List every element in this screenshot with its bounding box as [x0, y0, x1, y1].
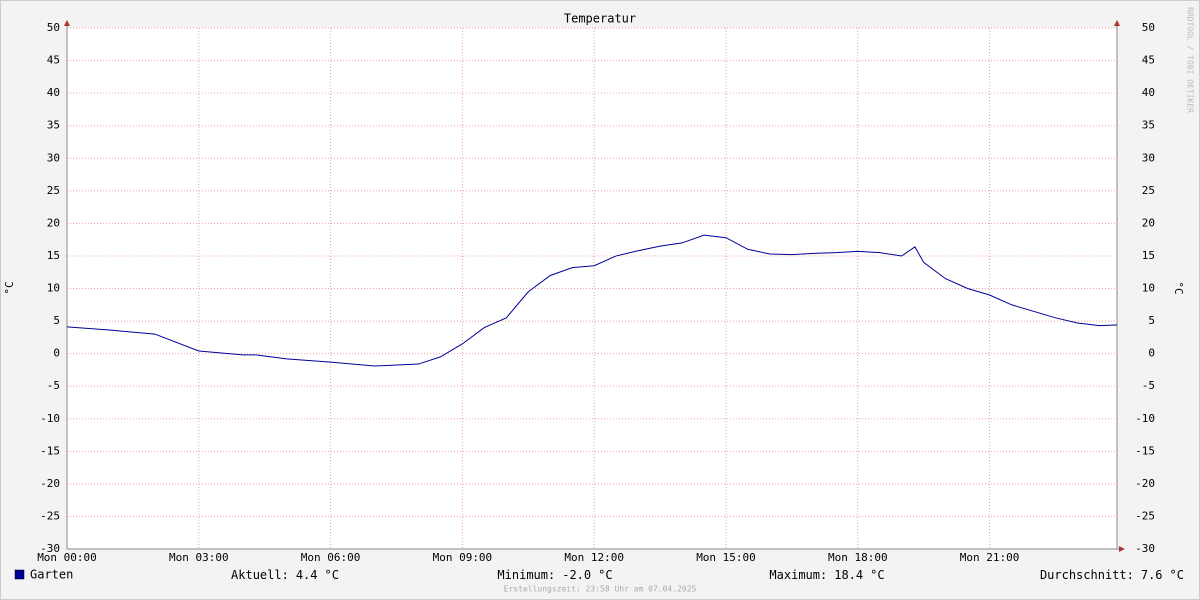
stat-value: -2.0 — [562, 568, 591, 582]
y-tick-label: 0 — [53, 347, 60, 360]
axis-arrow — [1119, 546, 1125, 552]
y2-tick-label: 30 — [1142, 151, 1155, 164]
y2-tick-label: 5 — [1148, 314, 1155, 327]
y2-tick-label: -10 — [1135, 412, 1155, 425]
axis-arrow — [64, 20, 70, 26]
y2-tick-label: 35 — [1142, 119, 1155, 132]
y-tick-label: 5 — [53, 314, 60, 327]
x-tick-label: Mon 12:00 — [564, 551, 624, 564]
y-axis-label: °C — [3, 281, 16, 294]
y-tick-label: -15 — [40, 444, 60, 457]
x-tick-label: Mon 15:00 — [696, 551, 756, 564]
footer: Erstellungszeit: 23:58 Uhr am 07.04.2025 — [504, 585, 697, 594]
stat: Maximum: 18.4 °C — [769, 568, 884, 582]
y-tick-label: -25 — [40, 509, 60, 522]
stat-label: Maximum: — [769, 568, 827, 582]
y2-axis-label: °C — [1172, 281, 1185, 294]
x-tick-label: Mon 06:00 — [301, 551, 361, 564]
y2-tick-label: 0 — [1148, 347, 1155, 360]
y2-tick-label: -20 — [1135, 477, 1155, 490]
y-tick-label: 35 — [47, 119, 60, 132]
x-tick-label: Mon 18:00 — [828, 551, 888, 564]
y2-tick-label: 20 — [1142, 216, 1155, 229]
stat-label: Minimum: — [497, 568, 555, 582]
y2-tick-label: 10 — [1142, 282, 1155, 295]
y2-tick-label: 45 — [1142, 54, 1155, 67]
y-tick-label: 40 — [47, 86, 60, 99]
x-tick-label: Mon 09:00 — [433, 551, 493, 564]
axis-arrow — [1114, 20, 1120, 26]
y-tick-label: -30 — [40, 542, 60, 555]
y-tick-label: 30 — [47, 151, 60, 164]
legend-swatch — [14, 569, 25, 580]
y-tick-label: -10 — [40, 412, 60, 425]
stat-label: Durchschnitt: — [1040, 568, 1134, 582]
y-tick-label: 25 — [47, 184, 60, 197]
y2-tick-label: 15 — [1142, 249, 1155, 262]
y2-tick-label: -25 — [1135, 509, 1155, 522]
y-tick-label: 50 — [47, 21, 60, 34]
x-tick-label: Mon 21:00 — [960, 551, 1020, 564]
stat: Minimum: -2.0 °C — [497, 568, 612, 582]
stat-unit: °C — [870, 568, 884, 582]
y2-tick-label: -30 — [1135, 542, 1155, 555]
stat-unit: °C — [325, 568, 339, 582]
stat-unit: °C — [1170, 568, 1184, 582]
stat-unit: °C — [598, 568, 612, 582]
stat-value: 4.4 — [296, 568, 318, 582]
stat-value: 18.4 — [834, 568, 863, 582]
y2-tick-label: -15 — [1135, 444, 1155, 457]
legend-label: Garten — [30, 568, 73, 582]
y-tick-label: 20 — [47, 216, 60, 229]
stat: Durchschnitt: 7.6 °C — [1040, 568, 1184, 582]
y-tick-label: 15 — [47, 249, 60, 262]
x-tick-label: Mon 00:00 — [37, 551, 97, 564]
x-tick-label: Mon 03:00 — [169, 551, 229, 564]
stat-value: 7.6 — [1141, 568, 1163, 582]
y2-tick-label: 25 — [1142, 184, 1155, 197]
watermark: RRDTOOL / TOBI OETIKER — [1186, 7, 1195, 113]
chart-title: Temperatur — [564, 12, 636, 26]
stat-label: Aktuell: — [231, 568, 289, 582]
stat: Aktuell: 4.4 °C — [231, 568, 339, 582]
y-tick-label: -5 — [47, 379, 60, 392]
y-tick-label: -20 — [40, 477, 60, 490]
line — [66, 234, 1118, 367]
y-tick-label: 45 — [47, 54, 60, 67]
y2-tick-label: 40 — [1142, 86, 1155, 99]
y-tick-label: 10 — [47, 282, 60, 295]
y2-tick-label: -5 — [1142, 379, 1155, 392]
y2-tick-label: 50 — [1142, 21, 1155, 34]
